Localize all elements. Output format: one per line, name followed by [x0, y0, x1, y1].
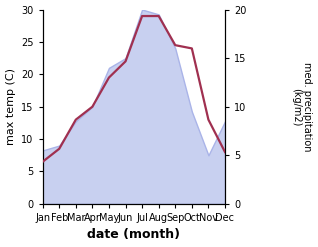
- X-axis label: date (month): date (month): [87, 228, 180, 242]
- Y-axis label: max temp (C): max temp (C): [5, 68, 16, 145]
- Y-axis label: med. precipitation
(kg/m2): med. precipitation (kg/m2): [291, 62, 313, 151]
